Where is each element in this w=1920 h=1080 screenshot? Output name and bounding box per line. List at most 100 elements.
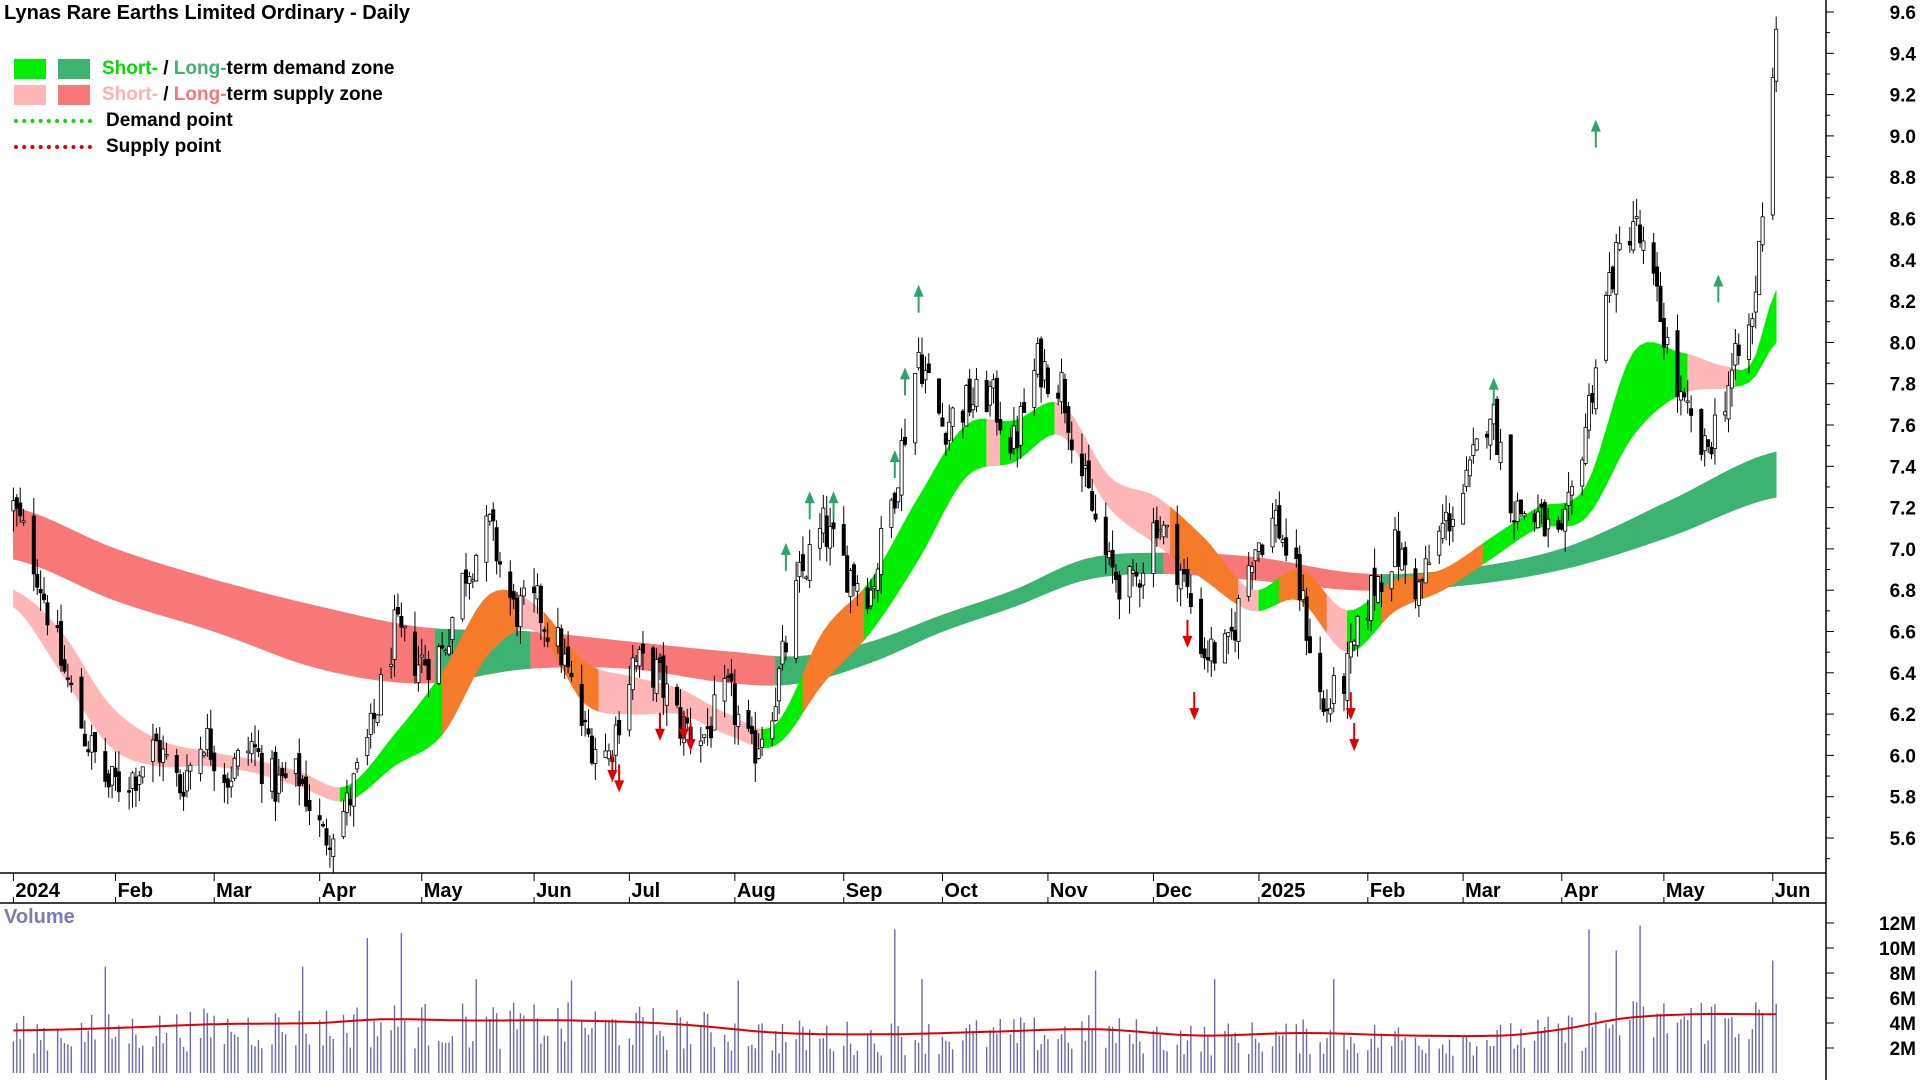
long-term-zone-segment xyxy=(1762,453,1770,501)
supply-point-arrow-head xyxy=(685,739,696,752)
candle-body xyxy=(21,520,26,523)
candle-body xyxy=(11,500,16,512)
short-term-zone-segment xyxy=(1340,607,1348,653)
candle-body xyxy=(498,561,503,565)
candle-body xyxy=(845,555,850,593)
long-term-zone-segment xyxy=(1068,561,1076,586)
candle-body xyxy=(903,436,908,445)
candle-body xyxy=(508,571,513,598)
long-term-zone-segment xyxy=(244,587,252,646)
candle-body xyxy=(1753,291,1758,313)
candle-body xyxy=(470,579,475,582)
candle-body xyxy=(1488,418,1493,446)
candle-body xyxy=(1273,509,1278,526)
candle-body xyxy=(518,595,523,628)
long-term-zone-segment xyxy=(938,613,947,634)
x-tick-label: May xyxy=(1666,880,1706,902)
long-term-zone-segment xyxy=(870,639,879,663)
long-term-zone-segment xyxy=(686,647,695,679)
short-term-zone-segment xyxy=(26,597,35,632)
candle-body xyxy=(1318,652,1323,693)
long-term-zone-segment xyxy=(1666,498,1675,538)
candle-body xyxy=(732,683,737,725)
candle-body xyxy=(807,544,812,581)
short-term-zone-segment xyxy=(1326,594,1335,644)
candle-body xyxy=(399,615,404,628)
short-term-zone-segment xyxy=(1435,569,1443,594)
short-term-zone-segment xyxy=(836,607,845,669)
candle-body xyxy=(1593,367,1598,410)
short-term-zone-segment xyxy=(1251,589,1260,612)
short-term-zone-segment xyxy=(829,613,838,677)
short-term-zone-segment xyxy=(373,751,382,784)
price-y-tick-label: 7.2 xyxy=(1890,499,1916,520)
short-term-zone-segment xyxy=(972,418,981,472)
long-term-zone-segment xyxy=(857,643,865,668)
candle-body xyxy=(293,758,298,774)
short-term-zone-segment xyxy=(1585,472,1593,519)
candle-body xyxy=(1212,642,1217,664)
demand-point-arrow-head xyxy=(804,491,815,504)
candle-body xyxy=(1018,406,1023,446)
x-tick-label: Dec xyxy=(1155,880,1192,902)
candle-body xyxy=(821,507,826,534)
candle-body xyxy=(348,798,353,806)
candle-body xyxy=(627,684,632,731)
long-term-zone-segment xyxy=(1694,484,1702,528)
long-term-zone-segment xyxy=(965,604,974,624)
candle-body xyxy=(392,609,397,660)
candle-body xyxy=(988,385,993,406)
candle-body xyxy=(1131,569,1136,574)
long-term-zone-segment xyxy=(693,648,702,680)
candle-body xyxy=(1209,638,1214,662)
long-term-zone-segment xyxy=(142,557,150,613)
legend-supply-point-label: Supply point xyxy=(106,136,222,157)
short-term-zone-segment xyxy=(1190,524,1198,576)
long-term-zone-segment xyxy=(1265,558,1273,583)
short-term-zone-segment xyxy=(911,496,919,572)
candle-body xyxy=(630,657,635,691)
long-term-zone-segment xyxy=(673,646,681,676)
candle-body xyxy=(1689,408,1694,416)
short-term-zone-segment xyxy=(1503,524,1512,551)
candle-body xyxy=(1233,629,1238,641)
long-term-zone-segment xyxy=(230,584,239,641)
short-term-zone-segment xyxy=(326,784,334,801)
price-y-tick-label: 5.8 xyxy=(1890,788,1916,809)
legend-demand-long: Long- xyxy=(173,58,227,79)
candle-body xyxy=(416,664,421,684)
long-term-zone-segment xyxy=(1476,565,1484,585)
candle-body xyxy=(940,417,945,427)
supply-point-arrow-head xyxy=(1349,739,1360,752)
candle-body xyxy=(164,754,169,757)
long-demand-swatch xyxy=(58,59,90,79)
candle-body xyxy=(545,637,550,642)
long-term-zone-segment xyxy=(523,630,531,670)
price-y-tick-label: 6.8 xyxy=(1890,581,1916,602)
candle-body xyxy=(42,593,47,601)
long-term-zone-segment xyxy=(1714,473,1723,519)
candle-body xyxy=(365,736,370,756)
candle-body xyxy=(1440,522,1445,539)
candle-body xyxy=(896,487,901,503)
candle-body xyxy=(1250,566,1255,573)
short-term-zone-segment xyxy=(367,760,375,790)
candle-body xyxy=(1607,272,1612,297)
long-term-zone-segment xyxy=(1517,558,1525,579)
short-term-zone-segment xyxy=(462,622,470,700)
long-term-zone-segment xyxy=(666,645,674,675)
short-term-zone-segment xyxy=(1360,600,1369,648)
candle-body xyxy=(116,771,121,793)
candle-body xyxy=(1175,523,1180,585)
candle-body xyxy=(1182,569,1187,575)
short-term-zone-segment xyxy=(1762,308,1770,364)
candle-body xyxy=(62,659,67,672)
short-term-zone-segment xyxy=(571,647,579,697)
legend-demand-zone: Short- / Long- term demand zone xyxy=(14,56,394,82)
candle-body xyxy=(1416,581,1421,606)
candle-body xyxy=(994,377,999,423)
candle-body xyxy=(1348,641,1353,658)
candle-body xyxy=(188,764,193,772)
candle-body xyxy=(174,755,179,773)
candle-body xyxy=(1113,571,1118,580)
